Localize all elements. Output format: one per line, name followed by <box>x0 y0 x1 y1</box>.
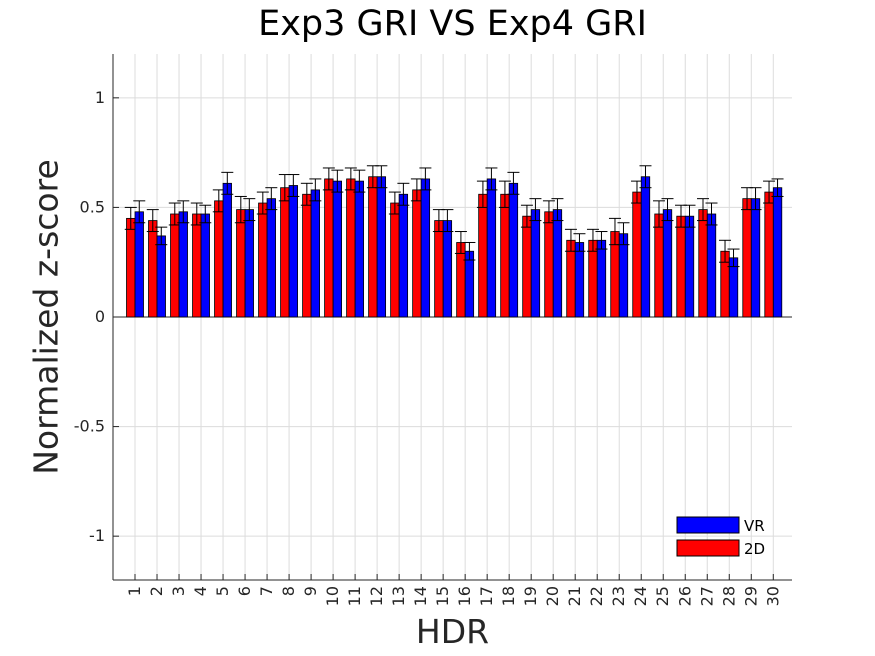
y-tick-label: -1 <box>89 526 105 545</box>
bar-2d-hdr-21 <box>566 239 576 318</box>
bar-2d-hdr-11 <box>346 178 356 318</box>
bar-vr-hdr-17 <box>486 178 497 318</box>
bar-vr-hdr-9 <box>310 189 320 318</box>
bar-2d-hdr-8 <box>280 187 290 318</box>
x-tick-label: 25 <box>653 586 672 606</box>
x-tick-label: 2 <box>147 586 166 596</box>
bar-2d-hdr-3 <box>170 213 180 318</box>
bar-2d-hdr-17 <box>478 193 488 318</box>
bar-2d-hdr-13 <box>390 202 400 318</box>
bar-2d-hdr-20 <box>544 211 554 318</box>
bar-vr-hdr-15 <box>442 220 453 318</box>
x-tick-label: 12 <box>367 586 386 606</box>
bar-2d-hdr-30 <box>764 191 774 318</box>
x-tick-label: 24 <box>631 586 650 606</box>
bar-vr-hdr-29 <box>750 198 761 318</box>
bar-2d-hdr-14 <box>412 189 422 318</box>
x-tick-label: 28 <box>719 586 738 606</box>
x-tick-label: 3 <box>169 586 188 596</box>
bar-2d-hdr-29 <box>742 198 752 318</box>
x-tick-label: 30 <box>763 586 782 606</box>
bar-vr-hdr-1 <box>134 211 144 318</box>
bar-vr-hdr-22 <box>596 239 607 318</box>
x-tick-label: 16 <box>455 586 474 606</box>
bar-vr-hdr-21 <box>574 242 585 318</box>
x-tick-label: 18 <box>499 586 518 606</box>
bar-vr-hdr-8 <box>288 185 298 318</box>
x-tick-label: 4 <box>191 586 210 596</box>
bar-2d-hdr-25 <box>654 213 664 318</box>
bar-2d-hdr-22 <box>588 239 598 318</box>
x-tick-label: 23 <box>609 586 628 606</box>
x-tick-label: 1 <box>125 586 144 596</box>
bar-vr-hdr-11 <box>354 180 365 318</box>
legend-label-vr: VR <box>744 517 765 535</box>
bar-vr-hdr-14 <box>420 178 431 318</box>
bar-2d-hdr-27 <box>698 209 708 318</box>
bar-2d-hdr-26 <box>676 215 686 318</box>
x-tick-label: 9 <box>301 586 320 596</box>
x-tick-label: 8 <box>279 586 298 596</box>
bar-vr-hdr-6 <box>244 209 254 318</box>
x-tick-label: 22 <box>587 586 606 606</box>
bar-2d-hdr-9 <box>302 193 312 318</box>
y-tick-label: 0.5 <box>80 197 105 216</box>
bar-2d-hdr-1 <box>126 217 136 318</box>
x-tick-label: 19 <box>521 586 540 606</box>
x-tick-label: 6 <box>235 586 254 596</box>
x-tick-label: 21 <box>565 586 584 606</box>
chart-title: Exp3 GRI VS Exp4 GRI <box>258 4 647 44</box>
x-tick-label: 17 <box>477 586 496 606</box>
bar-vr-hdr-23 <box>618 233 629 318</box>
legend-swatch-vr <box>676 516 740 534</box>
x-tick-label: 10 <box>323 586 342 606</box>
bar-vr-hdr-24 <box>640 176 651 318</box>
bar-vr-hdr-2 <box>156 235 166 318</box>
x-tick-label: 11 <box>345 586 364 606</box>
bar-vr-hdr-19 <box>530 209 541 318</box>
bar-2d-hdr-7 <box>258 202 268 318</box>
x-tick-label: 27 <box>697 586 716 606</box>
legend-label-2d: 2D <box>744 540 765 558</box>
bar-vr-hdr-26 <box>684 215 695 318</box>
bar-2d-hdr-5 <box>214 200 224 318</box>
bar-vr-hdr-7 <box>266 198 276 318</box>
bar-vr-hdr-12 <box>376 176 387 318</box>
bar-vr-hdr-13 <box>398 193 409 318</box>
bar-2d-hdr-19 <box>522 215 532 318</box>
bar-vr-hdr-30 <box>772 187 783 318</box>
bar-2d-hdr-10 <box>324 178 334 318</box>
x-tick-label: 26 <box>675 586 694 606</box>
bar-vr-hdr-4 <box>200 213 210 318</box>
bar-vr-hdr-5 <box>222 182 232 318</box>
bar-vr-hdr-16 <box>464 250 475 318</box>
x-tick-label: 15 <box>433 586 452 606</box>
bar-2d-hdr-18 <box>500 193 510 318</box>
bar-2d-hdr-4 <box>192 213 202 318</box>
x-tick-label: 29 <box>741 586 760 606</box>
x-axis-label: HDR <box>415 612 490 651</box>
legend-swatch-2d <box>676 539 740 557</box>
bar-2d-hdr-15 <box>434 220 444 318</box>
bar-2d-hdr-12 <box>368 176 378 318</box>
bar-vr-hdr-18 <box>508 182 519 318</box>
x-tick-label: 7 <box>257 586 276 596</box>
y-tick-label: -0.5 <box>74 417 105 436</box>
bar-vr-hdr-20 <box>552 209 563 318</box>
y-tick-label: 0 <box>95 307 105 326</box>
y-tick-label: 1 <box>95 88 105 107</box>
bar-2d-hdr-24 <box>632 191 642 318</box>
bar-vr-hdr-10 <box>332 180 342 318</box>
bar-vr-hdr-27 <box>706 213 717 318</box>
bar-2d-hdr-6 <box>236 209 246 318</box>
bar-vr-hdr-25 <box>662 209 673 318</box>
x-tick-label: 5 <box>213 586 232 596</box>
x-tick-label: 13 <box>389 586 408 606</box>
x-tick-label: 20 <box>543 586 562 606</box>
bar-vr-hdr-3 <box>178 211 188 318</box>
bar-2d-hdr-2 <box>148 220 158 318</box>
x-tick-label: 14 <box>411 586 430 606</box>
